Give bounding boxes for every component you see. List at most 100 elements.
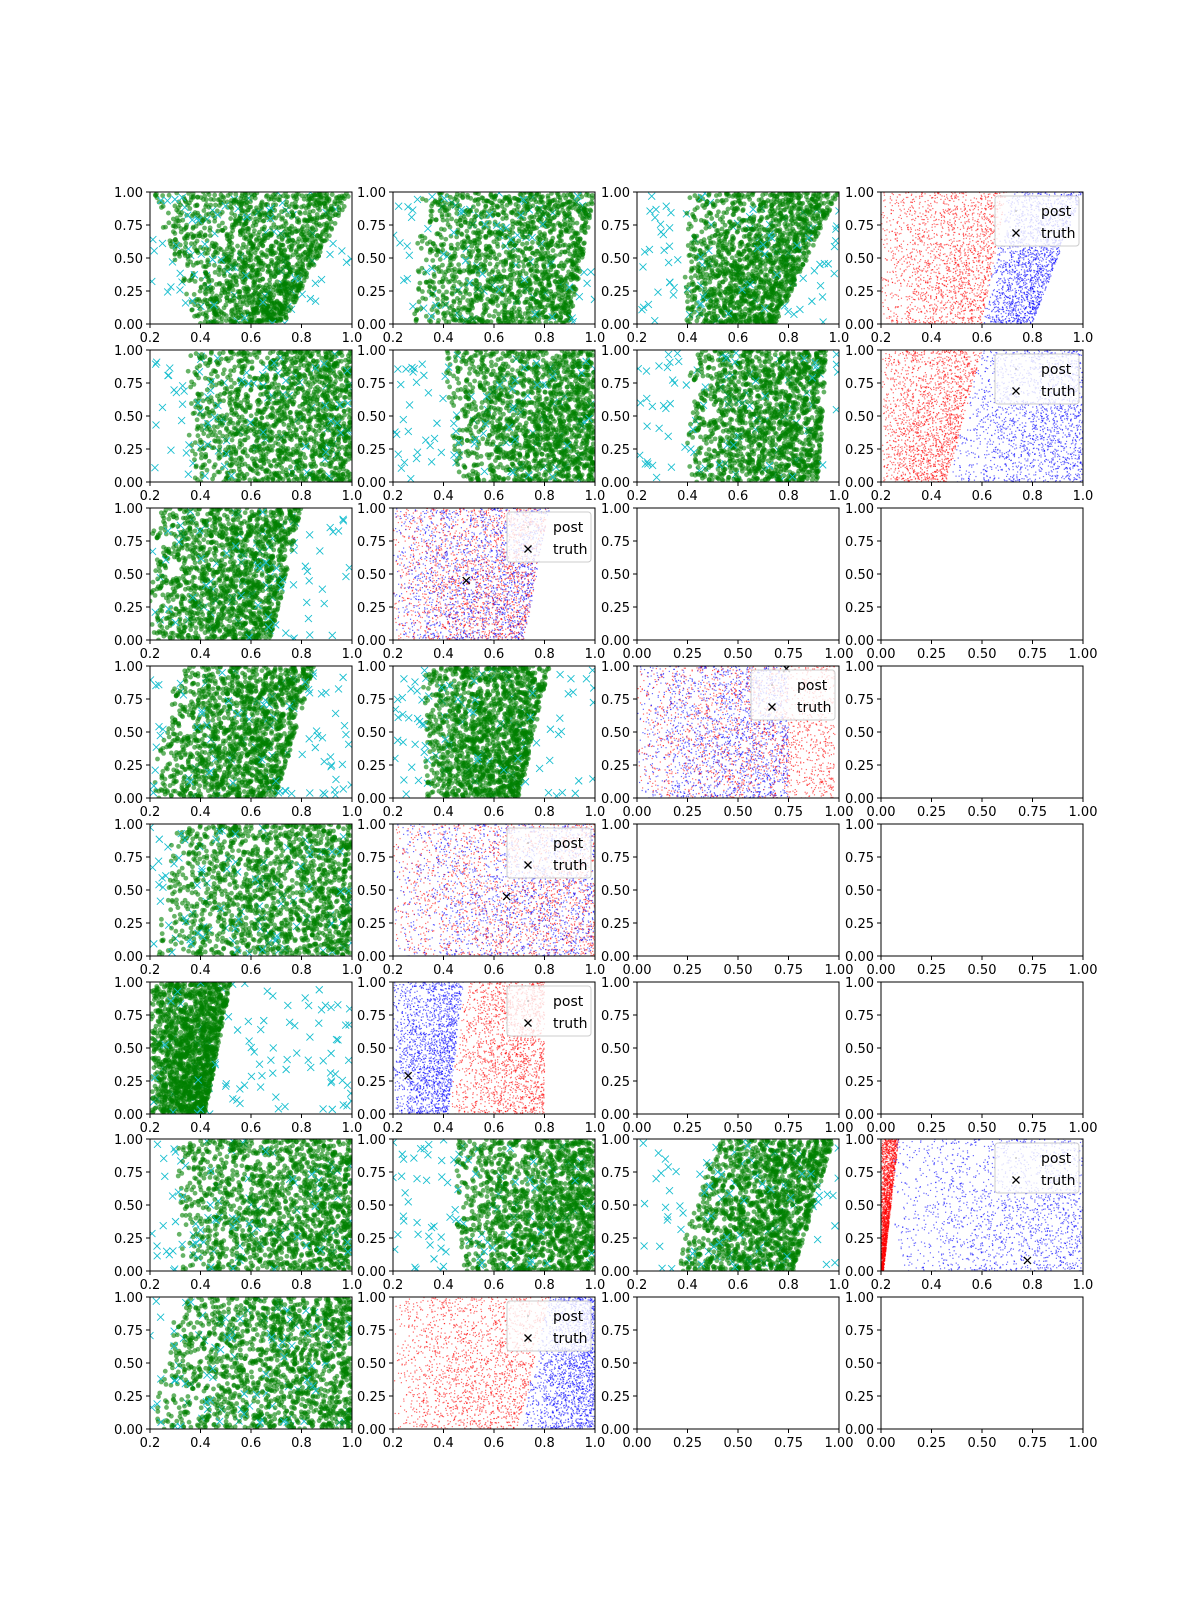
- posterior-point: [439, 212, 445, 217]
- prior-point: [413, 195, 422, 204]
- posterior-point: [495, 303, 501, 308]
- posterior-point: [558, 231, 564, 237]
- posterior-point: [172, 257, 178, 263]
- class-red-point: [953, 263, 955, 266]
- posterior-point: [514, 221, 520, 227]
- class-red-point: [978, 261, 980, 263]
- posterior-point: [469, 315, 475, 321]
- prior-point: [639, 303, 648, 312]
- posterior-point: [504, 215, 509, 221]
- posterior-point: [740, 266, 746, 271]
- class-red-point: [912, 235, 914, 237]
- posterior-point: [750, 268, 756, 274]
- posterior-point: [221, 311, 227, 317]
- posterior-point: [436, 269, 442, 274]
- posterior-point: [788, 223, 793, 228]
- posterior-point: [534, 257, 540, 263]
- posterior-point: [763, 204, 769, 209]
- posterior-point: [294, 196, 300, 202]
- posterior-point: [430, 280, 436, 285]
- posterior-point: [800, 262, 806, 268]
- posterior-point: [255, 284, 261, 290]
- posterior-point: [731, 288, 737, 294]
- posterior-point: [271, 197, 277, 203]
- class-red-point: [977, 218, 979, 221]
- class-red-point: [949, 221, 951, 224]
- posterior-point: [487, 255, 493, 261]
- posterior-point: [707, 320, 713, 324]
- class-red-point: [940, 322, 942, 324]
- posterior-point: [785, 243, 791, 249]
- class-red-point: [962, 318, 965, 320]
- posterior-point: [204, 202, 209, 207]
- posterior-point: [740, 207, 746, 213]
- posterior-point: [774, 194, 780, 200]
- posterior-point: [256, 308, 261, 314]
- posterior-point: [290, 238, 296, 244]
- posterior-point: [295, 261, 301, 267]
- class-red-point: [979, 315, 981, 317]
- posterior-point: [542, 204, 548, 210]
- posterior-point: [460, 294, 466, 300]
- posterior-point: [319, 237, 325, 243]
- posterior-point: [458, 223, 464, 229]
- posterior-point: [466, 260, 472, 266]
- posterior-point: [292, 226, 298, 232]
- prior-point: [831, 237, 839, 245]
- class-red-point: [963, 206, 965, 208]
- posterior-point: [215, 228, 221, 234]
- posterior-point: [753, 276, 759, 281]
- posterior-point: [805, 249, 811, 255]
- posterior-point: [533, 289, 539, 295]
- posterior-point: [248, 204, 254, 210]
- prior-point: [492, 221, 501, 230]
- posterior-point: [686, 282, 692, 288]
- posterior-point: [516, 258, 522, 264]
- prior-point: [664, 258, 673, 267]
- posterior-point: [471, 299, 477, 304]
- posterior-point: [760, 299, 766, 305]
- posterior-point: [811, 237, 817, 243]
- prior-point: [407, 213, 416, 222]
- prior-point: [394, 202, 403, 210]
- posterior-point: [433, 217, 439, 223]
- class-red-point: [991, 242, 993, 245]
- posterior-point: [764, 215, 770, 221]
- posterior-point: [725, 261, 731, 266]
- posterior-point: [265, 263, 271, 269]
- y-tick-label: 0.00: [357, 318, 386, 333]
- posterior-point: [285, 296, 291, 302]
- posterior-point: [740, 227, 746, 233]
- posterior-point: [312, 254, 318, 260]
- posterior-point: [227, 299, 233, 304]
- posterior-point: [306, 230, 312, 236]
- posterior-point: [712, 221, 718, 227]
- posterior-point: [523, 320, 529, 324]
- posterior-point: [220, 283, 225, 288]
- posterior-point: [182, 277, 188, 283]
- posterior-point: [762, 272, 768, 278]
- posterior-point: [324, 214, 330, 220]
- posterior-point: [463, 305, 468, 311]
- posterior-point: [722, 222, 728, 228]
- posterior-point: [229, 224, 235, 230]
- posterior-point: [692, 246, 698, 252]
- posterior-point: [239, 208, 245, 213]
- posterior-point: [281, 304, 287, 310]
- points: [881, 192, 1083, 324]
- posterior-point: [775, 212, 781, 217]
- posterior-point: [551, 263, 557, 269]
- posterior-point: [442, 227, 447, 233]
- posterior-point: [263, 288, 269, 294]
- posterior-point: [525, 201, 531, 207]
- posterior-point: [282, 219, 288, 224]
- posterior-point: [463, 282, 469, 288]
- posterior-point: [431, 292, 436, 298]
- class-red-point: [906, 224, 908, 227]
- posterior-point: [221, 252, 227, 258]
- posterior-point: [789, 192, 795, 198]
- posterior-point: [443, 301, 449, 307]
- posterior-point: [771, 313, 777, 319]
- posterior-point: [274, 255, 280, 261]
- posterior-point: [454, 192, 460, 197]
